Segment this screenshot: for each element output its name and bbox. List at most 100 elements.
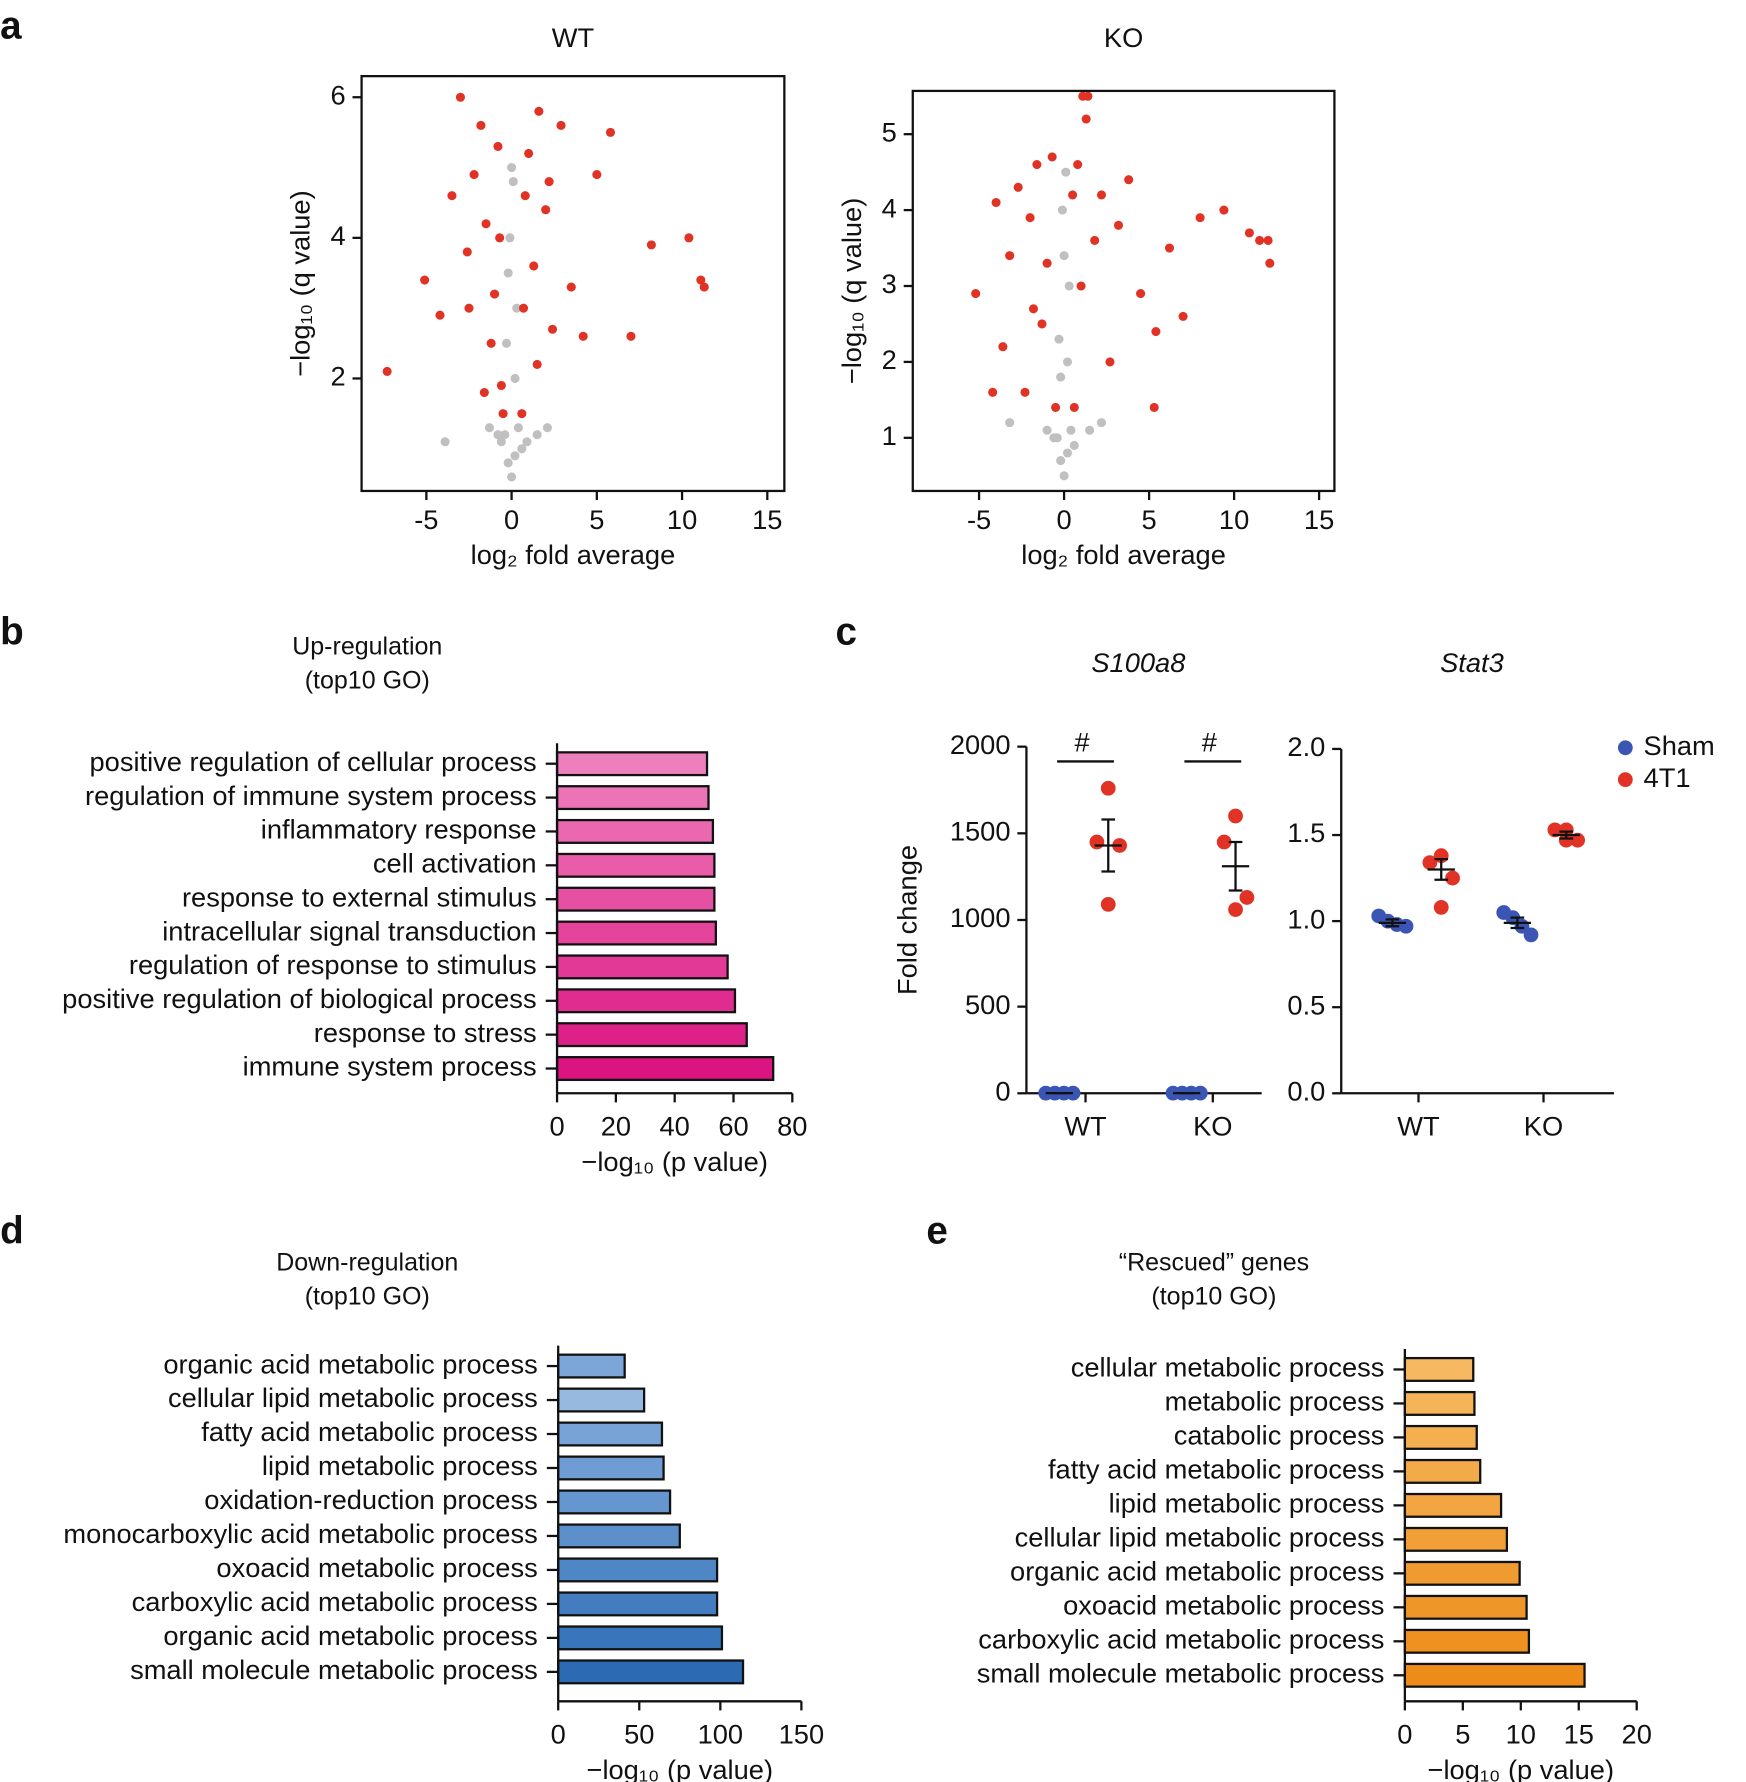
- point: [501, 338, 512, 348]
- y-tick-label: 6: [331, 79, 346, 110]
- point: [420, 275, 430, 285]
- point: [1068, 190, 1078, 200]
- point: [1085, 425, 1095, 435]
- point: [1105, 357, 1115, 367]
- category-label: oxoacid metabolic process: [1063, 1590, 1384, 1621]
- point: [1028, 304, 1039, 314]
- point: [646, 240, 656, 250]
- bar: [555, 785, 710, 811]
- category-label: catabolic process: [1174, 1420, 1385, 1451]
- point: [1066, 425, 1076, 435]
- chart-title: (top10 GO): [305, 1282, 430, 1310]
- y-tick-label: 5: [882, 116, 897, 147]
- point: [455, 92, 466, 102]
- point: [1244, 228, 1254, 238]
- category-label: metabolic process: [1165, 1386, 1385, 1417]
- error-bar: [1385, 918, 1400, 928]
- category-label: organic acid metabolic process: [163, 1348, 537, 1379]
- point: [1013, 182, 1023, 192]
- plot-frame: [911, 89, 1336, 493]
- point: [998, 342, 1008, 352]
- y-tick-label: 1: [882, 420, 897, 451]
- point: [544, 177, 554, 187]
- point: [1113, 220, 1124, 230]
- point: [529, 261, 539, 271]
- point: [507, 162, 517, 173]
- x-tick-label: 150: [779, 1719, 825, 1750]
- point: [493, 430, 503, 440]
- point: [440, 437, 450, 447]
- y-tick-label: 4: [331, 220, 346, 251]
- bar: [557, 1489, 672, 1515]
- point: [1422, 855, 1438, 870]
- point: [512, 303, 522, 313]
- chart-title: “Rescued” genes: [1119, 1248, 1309, 1276]
- point: [513, 423, 523, 433]
- bar: [555, 852, 716, 878]
- category-label: immune system process: [243, 1051, 537, 1082]
- y-axis-label: −log₁₀ (q value): [836, 198, 867, 384]
- point: [532, 430, 542, 440]
- category-label: cellular metabolic process: [1071, 1352, 1385, 1383]
- bar: [1403, 1356, 1475, 1382]
- point: [1059, 471, 1069, 481]
- point: [522, 437, 532, 447]
- bar: [1403, 1526, 1509, 1552]
- bar: [1403, 1390, 1476, 1416]
- point: [1049, 433, 1059, 443]
- bar: [555, 818, 715, 844]
- error-bar: [1434, 857, 1449, 881]
- bar: [1403, 1560, 1521, 1586]
- point: [1136, 289, 1146, 299]
- x-tick-label: 100: [698, 1719, 744, 1750]
- category-label: lipid metabolic process: [1109, 1488, 1385, 1519]
- category-label: oxidation-reduction process: [204, 1484, 537, 1515]
- category-label: intracellular signal transduction: [162, 915, 536, 946]
- x-tick-label: 5: [589, 504, 604, 535]
- point: [1032, 160, 1042, 170]
- point: [1096, 190, 1107, 200]
- point: [1096, 418, 1107, 428]
- chart-title: Up-regulation: [292, 632, 442, 660]
- point: [462, 247, 472, 257]
- point: [1056, 372, 1066, 382]
- point: [1054, 334, 1064, 344]
- point: [1059, 251, 1069, 261]
- point: [1062, 357, 1073, 367]
- point: [1433, 899, 1449, 915]
- point: [1219, 205, 1229, 215]
- x-tick-label: WT: [1064, 1111, 1107, 1142]
- x-tick-label: 0: [549, 1111, 564, 1142]
- y-axis-label: −log₁₀ (q value): [285, 190, 316, 376]
- bar: [1403, 1594, 1528, 1620]
- point: [496, 380, 506, 391]
- x-tick-label: 10: [1219, 504, 1249, 535]
- error-bar: [1101, 818, 1116, 873]
- point: [481, 219, 491, 229]
- point: [1064, 281, 1074, 291]
- point: [508, 177, 518, 187]
- point: [541, 205, 551, 215]
- point: [1089, 834, 1105, 850]
- point: [496, 437, 506, 447]
- annotation: #: [1202, 727, 1218, 758]
- x-tick-label: 20: [601, 1111, 631, 1142]
- bar: [1403, 1662, 1586, 1688]
- point: [486, 338, 496, 348]
- point: [605, 127, 616, 137]
- category-label: fatty acid metabolic process: [201, 1416, 537, 1447]
- bar: [555, 954, 729, 980]
- x-axis-label: log₂ fold average: [471, 539, 676, 570]
- point: [490, 289, 500, 299]
- x-tick-label: 15: [1564, 1719, 1594, 1750]
- bar: [555, 886, 716, 912]
- point: [484, 423, 494, 433]
- category-label: small molecule metabolic process: [977, 1657, 1385, 1688]
- error-bar: [1559, 830, 1574, 840]
- point: [1547, 822, 1563, 838]
- point: [988, 387, 998, 397]
- x-tick-label: KO: [1524, 1111, 1563, 1142]
- point: [510, 451, 520, 461]
- point: [556, 120, 566, 130]
- x-tick-label: 15: [752, 504, 782, 535]
